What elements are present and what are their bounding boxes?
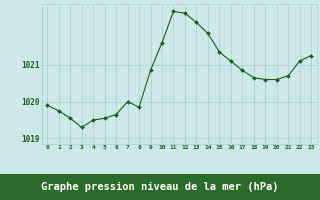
- Text: Graphe pression niveau de la mer (hPa): Graphe pression niveau de la mer (hPa): [41, 182, 279, 192]
